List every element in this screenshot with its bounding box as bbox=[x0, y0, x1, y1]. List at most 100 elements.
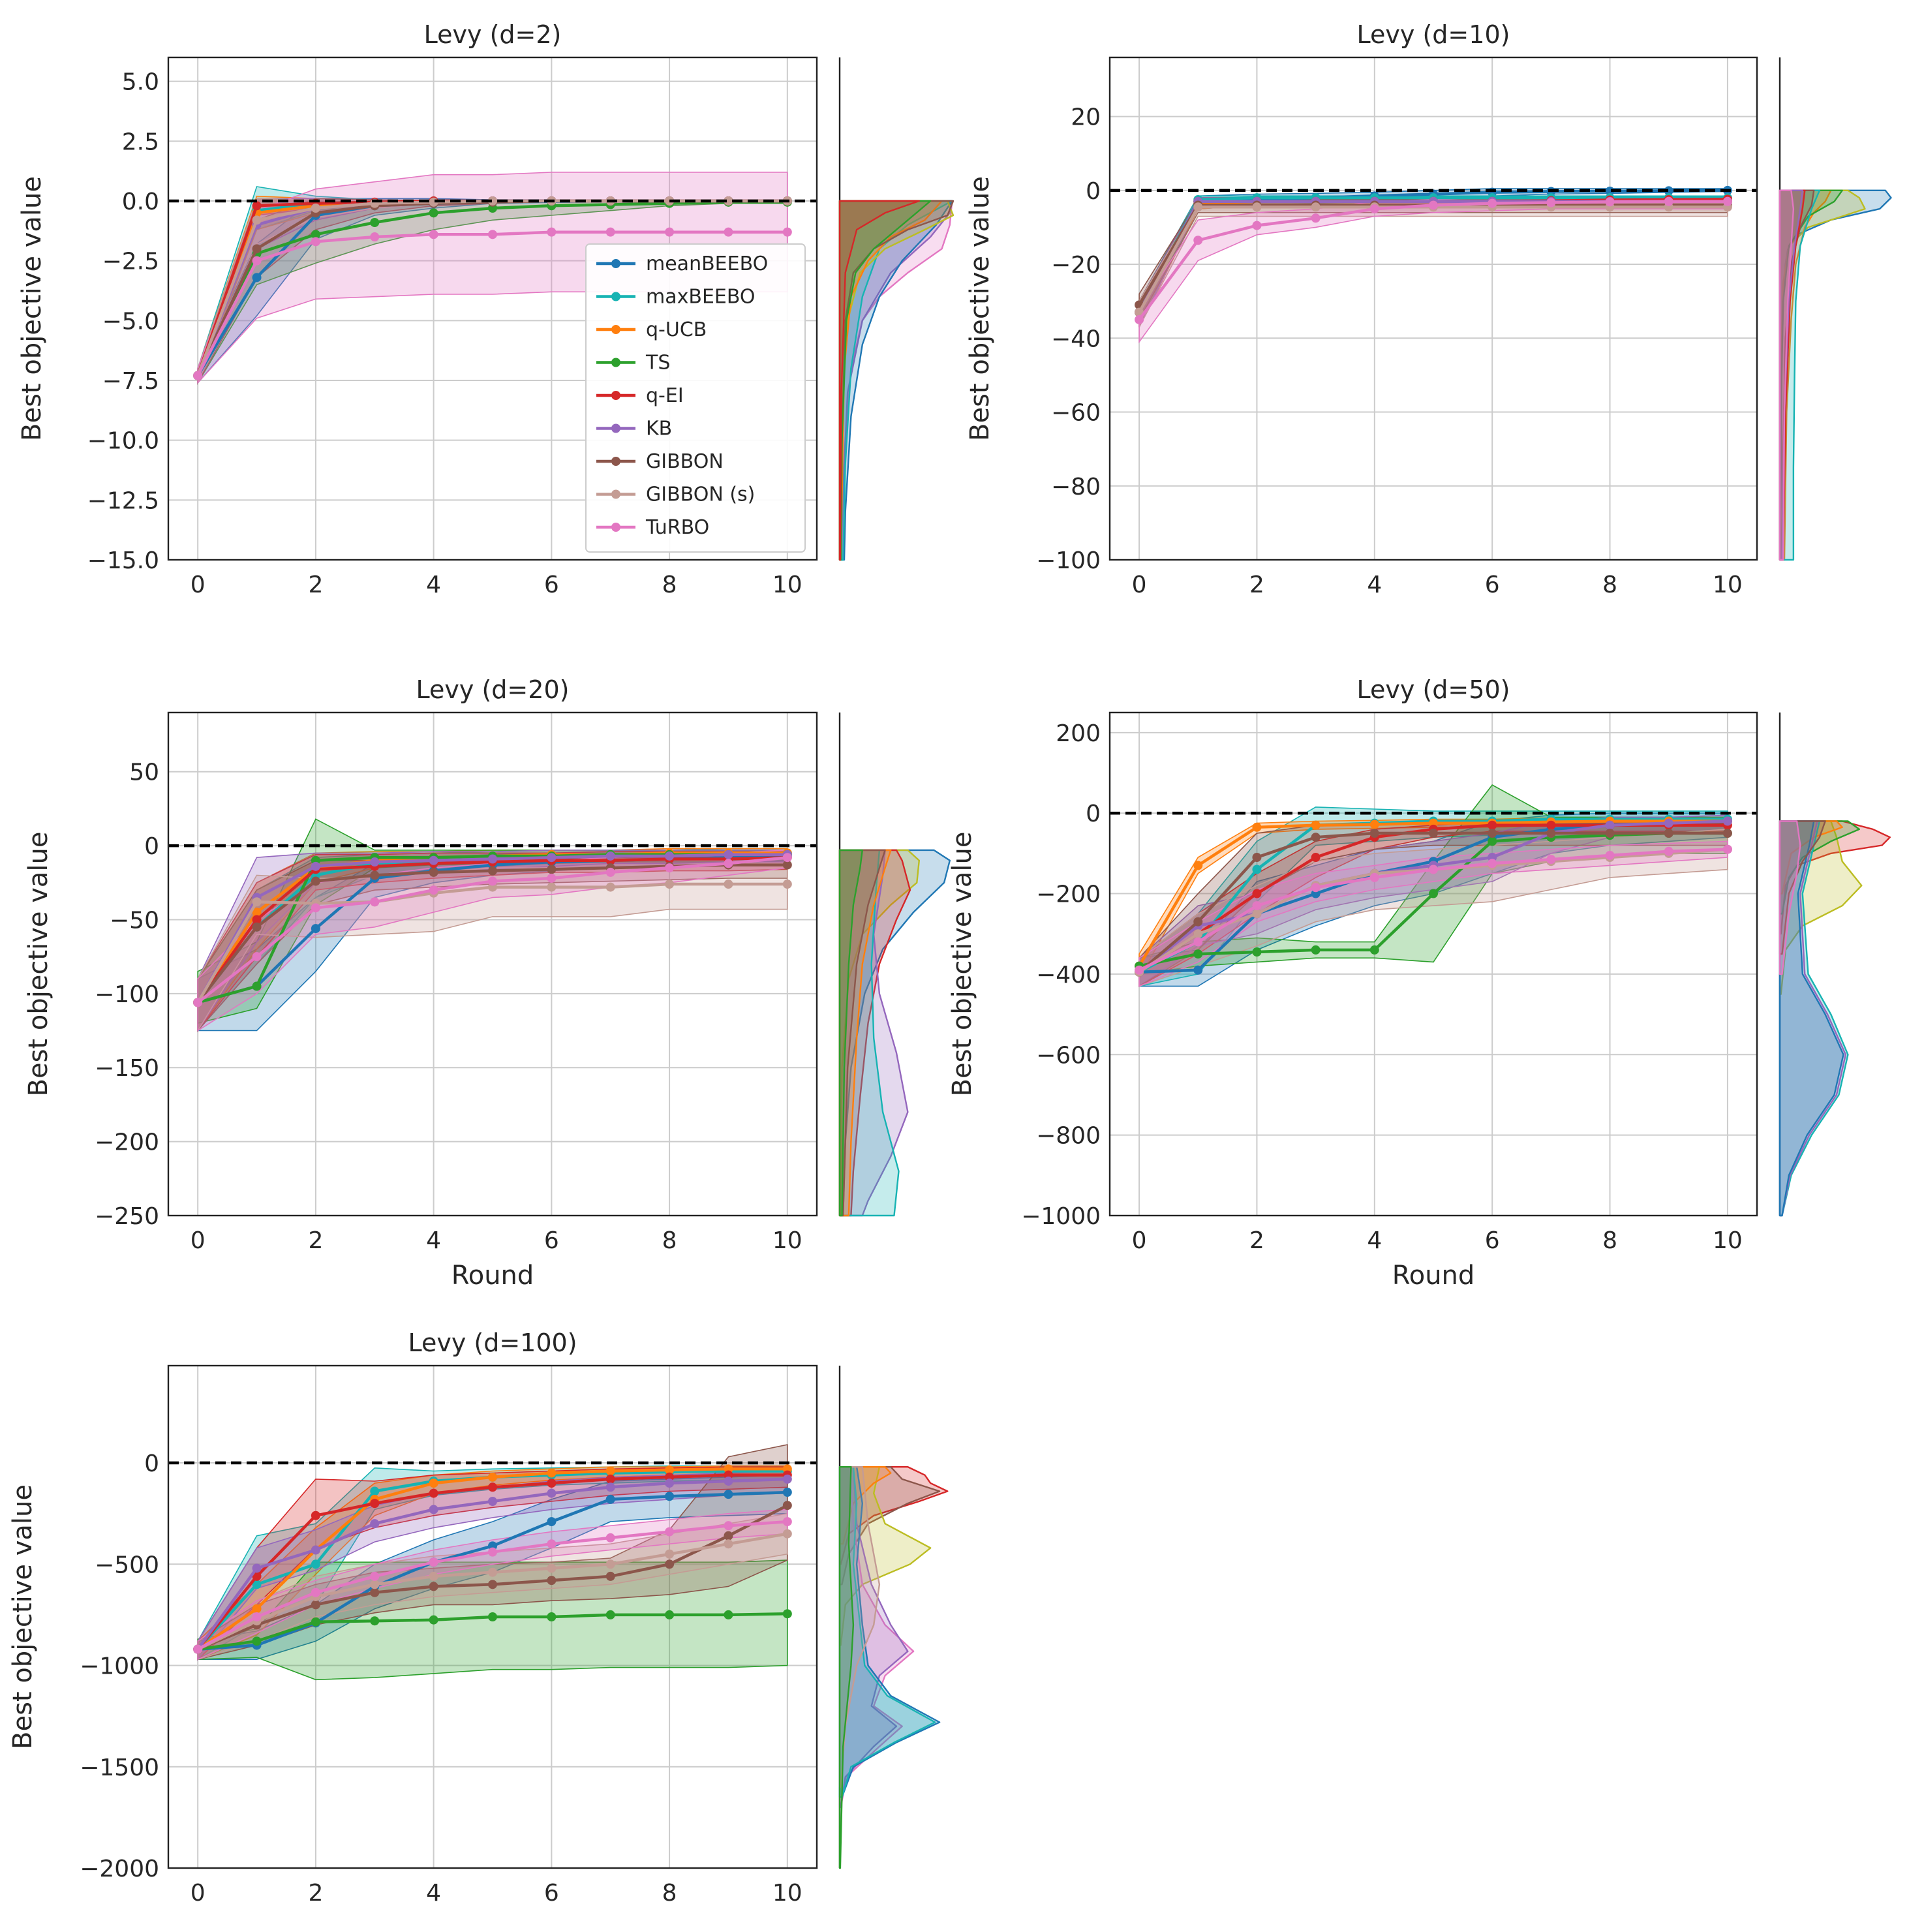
legend-marker-KB bbox=[611, 423, 620, 433]
marker-qEI bbox=[311, 1510, 320, 1520]
y-tick-label: −15.0 bbox=[87, 547, 159, 574]
marker-TS bbox=[370, 218, 380, 227]
plot-area bbox=[1135, 185, 1732, 344]
y-tick-label: −10.0 bbox=[87, 428, 159, 455]
plot-area bbox=[193, 818, 792, 1033]
legend-marker-TS bbox=[611, 358, 620, 367]
y-tick-label: 0.0 bbox=[122, 189, 159, 215]
x-tick-label: 0 bbox=[1132, 572, 1147, 598]
density-strip bbox=[838, 713, 951, 1217]
marker-TuRBO bbox=[252, 952, 262, 962]
marker-qUCB bbox=[252, 908, 262, 917]
y-tick-label: 0 bbox=[144, 833, 159, 860]
legend-marker-GIBBON bbox=[611, 457, 620, 466]
marker-TuRBO bbox=[782, 227, 792, 237]
x-tick-label: 2 bbox=[1249, 572, 1264, 598]
y-tick-label: −800 bbox=[1036, 1123, 1101, 1150]
panel-3: 0 2 4 6 8 10 50 0 −50 −100 −150 −200 −250 Levy (d=20)… bbox=[23, 675, 951, 1291]
marker-TuRBO bbox=[1488, 859, 1497, 868]
y-tick-label: 20 bbox=[1071, 104, 1101, 131]
marker-KB bbox=[724, 1476, 733, 1486]
marker-GIBBONs bbox=[1252, 202, 1262, 212]
marker-GIBBONs bbox=[429, 1571, 438, 1581]
marker-GIBBONs bbox=[488, 196, 497, 206]
marker-TuRBO bbox=[311, 237, 320, 247]
marker-qUCB bbox=[252, 1604, 262, 1614]
marker-meanBEEBO bbox=[605, 1494, 615, 1504]
marker-GIBBONs bbox=[724, 1539, 733, 1549]
y-tick-label: −200 bbox=[95, 1129, 159, 1156]
x-tick-label: 6 bbox=[544, 1227, 559, 1254]
marker-KB bbox=[724, 850, 733, 859]
marker-qEI bbox=[252, 201, 262, 211]
marker-TuRBO bbox=[782, 853, 792, 863]
plot-area bbox=[193, 1444, 792, 1681]
panel-4: 0 2 4 6 8 10 200 0 −200 −400 −600 −800 −1000 Levy (d=… bbox=[947, 675, 1891, 1291]
y-tick-label: −1000 bbox=[1021, 1203, 1101, 1230]
y-tick-label: 200 bbox=[1056, 720, 1101, 747]
density-strip bbox=[838, 1366, 949, 1869]
marker-GIBBON bbox=[782, 1501, 792, 1510]
legend: meanBEEBO maxBEEBO q-UCB TS q-EI KB GIBBON GIBB… bbox=[585, 243, 806, 553]
density-TS bbox=[838, 849, 863, 1217]
x-tick-label: 0 bbox=[191, 1880, 206, 1907]
marker-TS bbox=[1429, 889, 1438, 898]
marker-KB bbox=[1605, 820, 1615, 830]
marker-TuRBO bbox=[488, 1547, 497, 1557]
density-TuRBO bbox=[1779, 189, 1795, 561]
y-tick-label: −80 bbox=[1051, 474, 1101, 500]
x-tick-label: 6 bbox=[1485, 572, 1500, 598]
marker-KB bbox=[605, 851, 615, 861]
y-axis-label: Best objective value bbox=[8, 1484, 38, 1749]
marker-TS bbox=[782, 1609, 792, 1619]
legend-marker-qEI bbox=[611, 391, 620, 400]
density-qEI bbox=[838, 200, 920, 561]
x-axis-label: Round bbox=[1392, 1261, 1475, 1291]
marker-TuRBO bbox=[724, 1521, 733, 1531]
y-tick-label: 0 bbox=[1086, 801, 1101, 827]
marker-TuRBO bbox=[1429, 865, 1438, 874]
marker-TuRBO bbox=[605, 227, 615, 237]
chart-title: Levy (d=2) bbox=[424, 20, 562, 49]
marker-TuRBO bbox=[1546, 198, 1556, 207]
legend-label-qEI: q-EI bbox=[646, 384, 684, 407]
marker-GIBBONs bbox=[605, 882, 615, 892]
plot-area bbox=[1135, 784, 1732, 987]
marker-TuRBO bbox=[665, 1527, 675, 1537]
marker-TuRBO bbox=[1605, 197, 1615, 207]
marker-qEI bbox=[429, 1488, 438, 1498]
marker-GIBBON bbox=[1369, 829, 1379, 838]
marker-TuRBO bbox=[1311, 213, 1321, 223]
x-tick-label: 8 bbox=[1602, 1227, 1617, 1254]
marker-TuRBO bbox=[488, 230, 497, 239]
y-tick-label: −200 bbox=[1036, 882, 1101, 908]
y-tick-label: −7.5 bbox=[102, 368, 159, 395]
y-tick-label: −40 bbox=[1051, 326, 1101, 352]
y-tick-label: −2.5 bbox=[102, 249, 159, 275]
marker-TuRBO bbox=[429, 885, 438, 895]
marker-qEI bbox=[605, 1474, 615, 1484]
x-tick-label: 10 bbox=[1713, 572, 1743, 598]
legend-label-GIBBON: GIBBON bbox=[646, 450, 724, 473]
marker-TS bbox=[252, 981, 262, 991]
marker-qEI bbox=[1311, 853, 1321, 863]
x-tick-label: 0 bbox=[191, 572, 206, 598]
marker-KB bbox=[782, 1474, 792, 1484]
marker-GIBBONs bbox=[252, 897, 262, 907]
marker-TS bbox=[1369, 945, 1379, 955]
marker-TuRBO bbox=[193, 998, 203, 1007]
legend-marker-meanBEEBO bbox=[611, 259, 620, 268]
marker-maxBEEBO bbox=[311, 1559, 320, 1569]
marker-GIBBON bbox=[311, 876, 320, 886]
y-tick-label: −5.0 bbox=[102, 308, 159, 335]
marker-TuRBO bbox=[252, 1612, 262, 1621]
marker-TuRBO bbox=[429, 1557, 438, 1567]
marker-meanBEEBO bbox=[782, 1488, 792, 1497]
x-tick-label: 10 bbox=[1713, 1227, 1743, 1254]
marker-GIBBON bbox=[1429, 829, 1438, 838]
marker-TuRBO bbox=[665, 227, 675, 237]
y-tick-label: −100 bbox=[1036, 547, 1101, 574]
y-tick-label: −20 bbox=[1051, 252, 1101, 279]
x-tick-label: 8 bbox=[662, 1227, 677, 1254]
density-qUCB bbox=[838, 849, 892, 1217]
